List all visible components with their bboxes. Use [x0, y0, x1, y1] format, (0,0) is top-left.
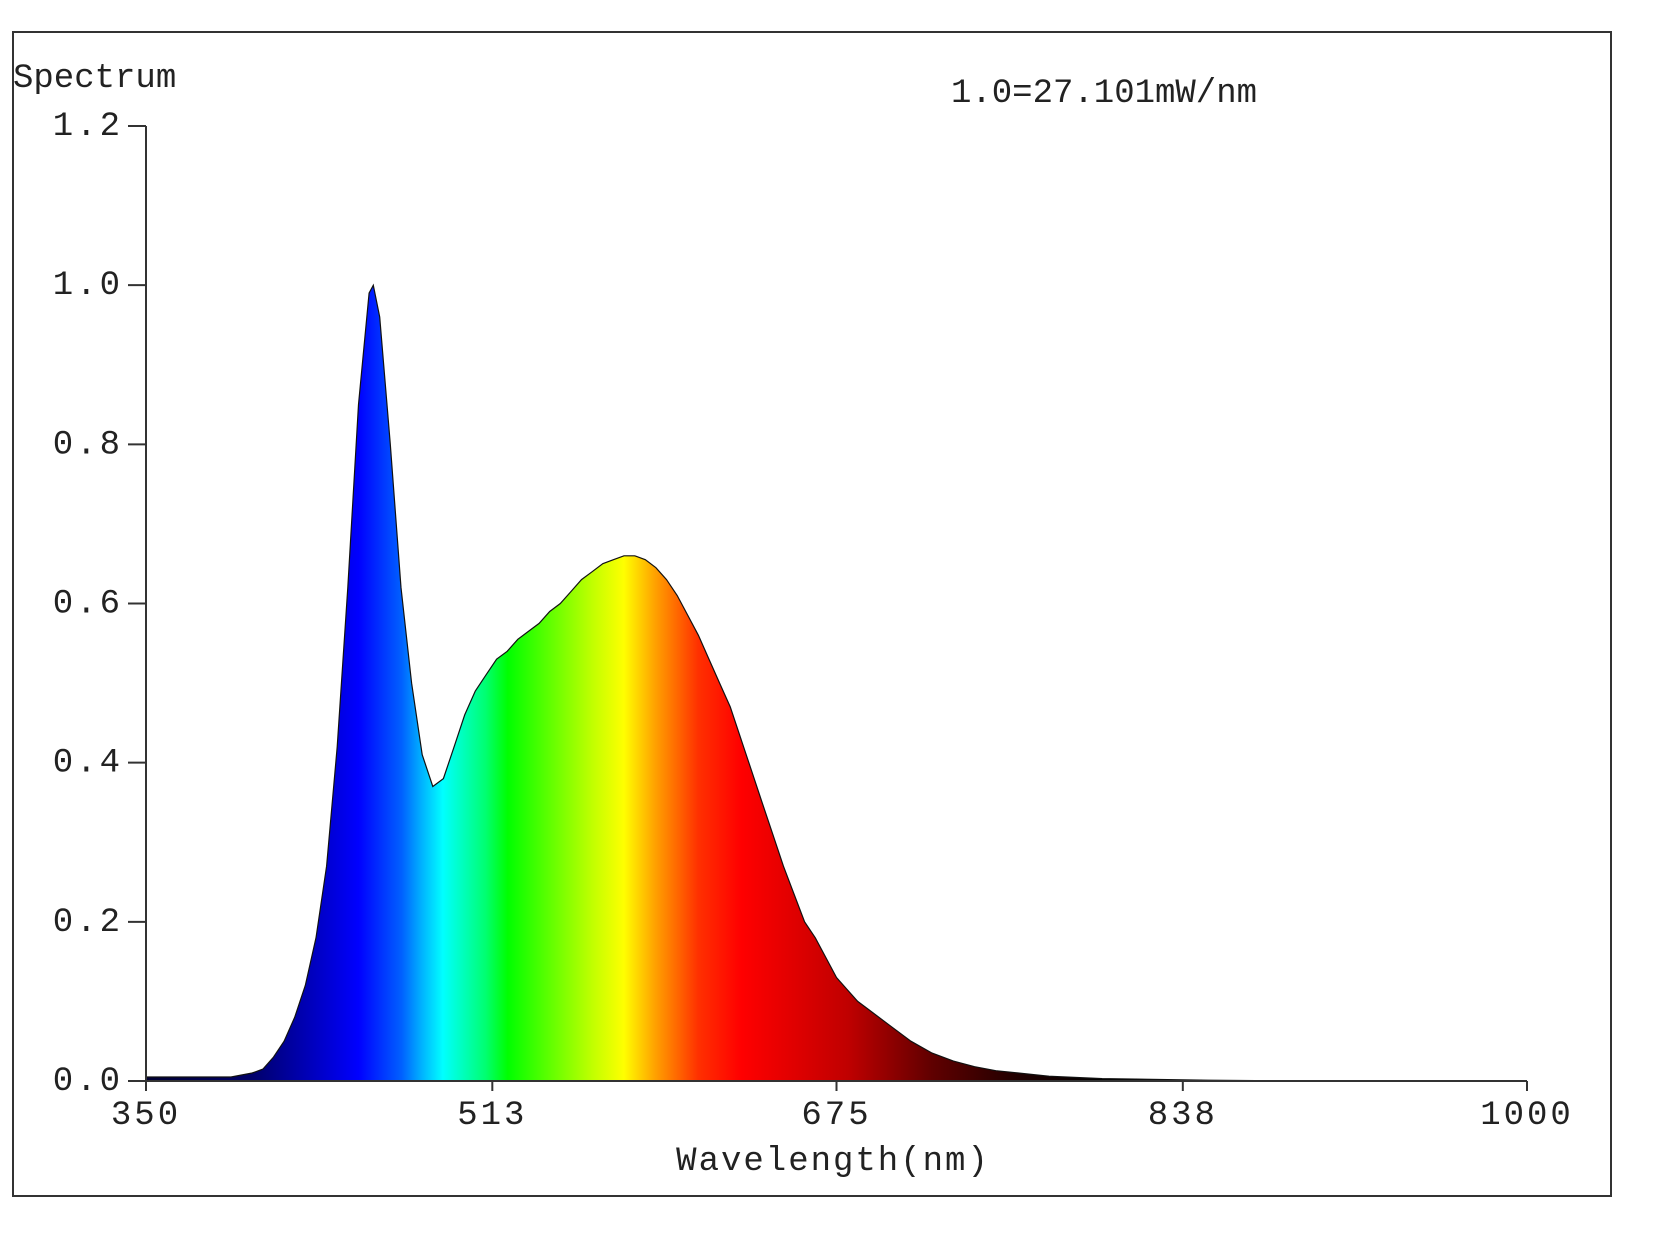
x-tick-label: 513	[457, 1097, 527, 1135]
y-tick-label: 0.2	[53, 904, 123, 942]
x-tick-label: 350	[111, 1097, 181, 1135]
frame	[12, 31, 1612, 1197]
y-tick-label: 0.0	[53, 1063, 123, 1101]
y-tick-label: 0.4	[53, 745, 123, 783]
y-tick-label: 0.8	[53, 426, 123, 464]
y-tick-label: 1.0	[53, 267, 123, 305]
spectrum-area	[145, 283, 1527, 1082]
y-tick-label: 1.2	[53, 108, 123, 146]
annotation: 1.0=27.101mW/nm	[951, 75, 1257, 113]
y-tick-label: 0.6	[53, 585, 123, 623]
x-tick-label: 838	[1148, 1097, 1218, 1135]
x-axis-label: Wavelength(nm)	[676, 1143, 990, 1181]
x-tick-label: 1000	[1480, 1097, 1574, 1135]
chart-title: Spectrum	[13, 60, 176, 98]
x-tick-label: 675	[801, 1097, 871, 1135]
